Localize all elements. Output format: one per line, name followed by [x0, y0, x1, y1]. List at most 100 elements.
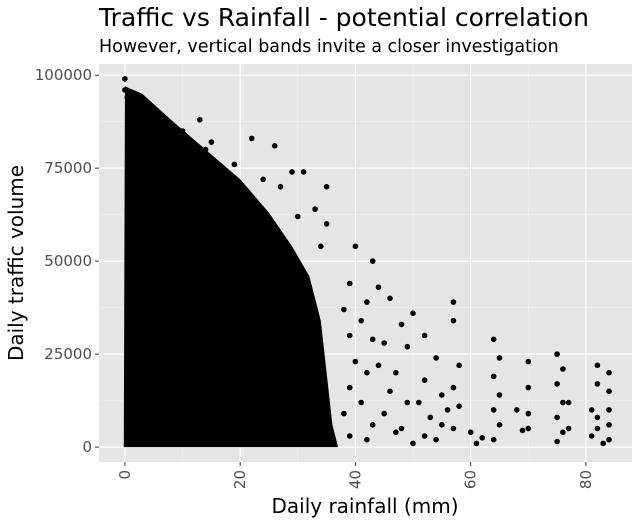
data-point — [318, 243, 324, 250]
y-tick-label: 100000 — [35, 66, 92, 84]
data-point — [416, 399, 422, 406]
data-point — [277, 183, 284, 190]
data-point — [594, 381, 601, 387]
data-point — [404, 399, 411, 406]
y-axis-label: Daily traffic volume — [4, 165, 28, 361]
data-point — [479, 435, 486, 441]
data-point — [185, 139, 192, 145]
data-point — [364, 369, 370, 376]
data-point — [248, 135, 255, 142]
data-point — [300, 169, 307, 175]
y-tick-label: 0 — [82, 438, 92, 456]
chart-subtitle: However, vertical bands invite a closer … — [99, 37, 559, 57]
data-point — [444, 407, 451, 413]
data-point — [554, 438, 560, 445]
data-point — [398, 321, 405, 328]
data-point — [456, 403, 462, 410]
x-axis-ticks: 0 20 40 60 80 — [116, 462, 595, 489]
data-point — [341, 306, 347, 313]
data-point — [124, 94, 130, 101]
data-point — [433, 355, 439, 361]
data-point — [364, 436, 370, 443]
data-point — [404, 343, 411, 350]
data-point — [393, 429, 399, 436]
data-point — [525, 425, 532, 432]
x-tick-label: 20 — [231, 470, 249, 489]
data-point — [450, 317, 457, 324]
data-point — [381, 410, 388, 417]
data-point — [162, 124, 169, 130]
data-point — [323, 221, 330, 227]
data-point — [427, 414, 434, 421]
data-point — [439, 422, 445, 428]
data-point — [496, 422, 503, 428]
data-point — [594, 414, 601, 421]
data-point — [565, 399, 572, 406]
data-point — [358, 317, 365, 324]
data-point — [346, 433, 353, 439]
data-point — [127, 98, 134, 104]
data-point — [197, 117, 203, 123]
data-point — [295, 213, 301, 220]
data-point — [271, 143, 278, 149]
x-axis-label: Daily rainfall (mm) — [271, 494, 458, 518]
data-point — [606, 407, 612, 413]
y-tick-label: 50000 — [44, 252, 92, 270]
data-point — [421, 433, 428, 439]
data-point — [450, 384, 457, 391]
data-point — [122, 76, 128, 82]
data-point — [514, 407, 520, 413]
y-axis-ticks: 0 25000 50000 75000 100000 — [35, 66, 99, 456]
y-tick-label: 25000 — [44, 345, 92, 363]
data-point — [139, 102, 145, 108]
data-point — [560, 399, 566, 406]
data-point — [375, 362, 382, 369]
x-tick-label: 0 — [116, 470, 134, 480]
chart-title: Traffic vs Rainfall - potential correlat… — [98, 3, 589, 32]
data-point — [600, 440, 606, 447]
data-point — [439, 392, 445, 398]
data-point — [594, 425, 601, 432]
dense-point-cloud — [123, 86, 339, 448]
x-tick-label: 80 — [577, 470, 595, 489]
data-point — [490, 436, 497, 443]
data-point — [202, 146, 209, 153]
data-point — [387, 388, 393, 395]
data-point — [174, 131, 180, 138]
data-point — [375, 284, 382, 291]
data-point — [490, 336, 497, 343]
data-point — [525, 358, 532, 365]
data-point — [133, 105, 140, 112]
data-point — [381, 340, 388, 346]
data-point — [560, 429, 566, 436]
data-point — [208, 139, 215, 145]
data-point — [410, 310, 416, 317]
data-point — [369, 336, 376, 343]
data-point — [145, 113, 151, 119]
data-point — [554, 414, 560, 421]
data-point — [606, 388, 612, 395]
data-point — [393, 369, 399, 376]
data-point — [450, 425, 457, 432]
data-point — [606, 436, 612, 443]
data-point — [369, 422, 376, 428]
data-point — [122, 87, 128, 93]
data-point — [168, 120, 174, 127]
data-point — [490, 373, 497, 380]
data-point — [606, 422, 612, 428]
data-point — [565, 425, 572, 432]
data-point — [387, 295, 393, 302]
data-point — [456, 362, 462, 369]
data-point — [346, 384, 353, 391]
data-point — [289, 169, 295, 175]
data-point — [588, 407, 595, 413]
data-point — [312, 206, 318, 212]
data-point — [220, 165, 226, 171]
data-point — [156, 117, 163, 123]
data-point — [588, 433, 595, 439]
data-point — [369, 258, 376, 264]
data-point — [554, 381, 560, 387]
data-point — [496, 355, 503, 361]
data-point — [346, 332, 353, 339]
data-point — [352, 358, 359, 365]
